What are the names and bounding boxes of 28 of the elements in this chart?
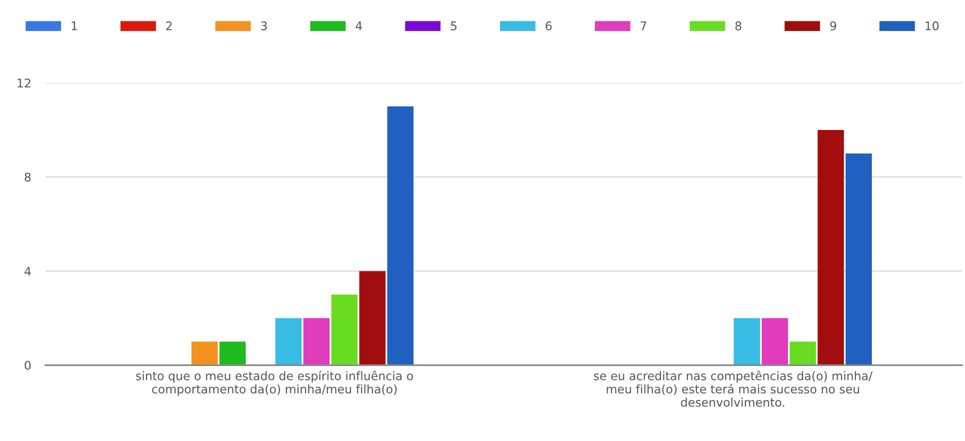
y-tick-label: 8 (24, 172, 31, 182)
bar (734, 318, 760, 366)
bar (387, 106, 414, 366)
bar (846, 153, 872, 366)
bar (219, 342, 246, 366)
bar (762, 318, 788, 366)
legend-label: 7 (640, 22, 646, 30)
bar (303, 318, 330, 366)
bar (192, 342, 218, 366)
legend-label: 9 (830, 21, 836, 30)
bar (818, 130, 844, 366)
y-tick-label: 12 (18, 78, 30, 88)
bar (275, 318, 302, 366)
legend-label: 8 (735, 21, 742, 30)
legend-label: 10 (926, 21, 939, 30)
legend-label: 4 (356, 22, 362, 30)
legend-label: 2 (166, 21, 172, 30)
bar (790, 342, 816, 366)
bar (359, 271, 386, 366)
y-tick-label: 0 (24, 360, 31, 370)
x-tick-label: se eu acreditar nas competências da(o) minha/ meu filha(o) este terá mais sucesso no seu desenvolvimento. (594, 370, 873, 407)
legend-label: 5 (450, 22, 456, 30)
bar (331, 294, 358, 366)
legend-label: 3 (261, 21, 267, 30)
x-tick-label: sinto que o meu estado de espírito influência o comportamento da(o) minha/meu filha(o) (136, 370, 413, 396)
legend-label: 6 (546, 21, 552, 30)
legend-label: 1 (72, 22, 77, 30)
y-tick-label: 4 (24, 266, 31, 276)
